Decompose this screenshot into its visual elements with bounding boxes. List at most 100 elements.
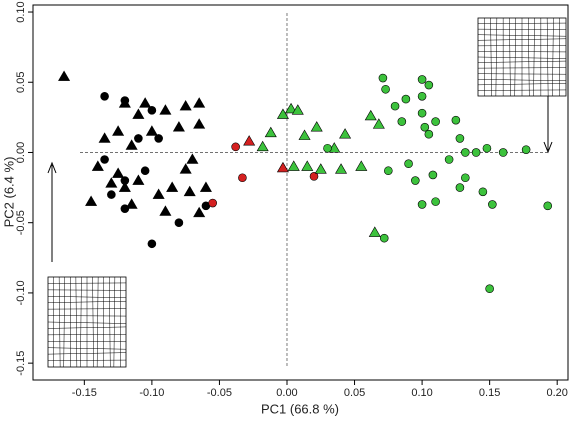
point: [91, 160, 104, 171]
point: [498, 148, 508, 157]
inset-line: [47, 352, 127, 355]
point: [451, 115, 461, 125]
point: [183, 185, 196, 197]
inset-line: [509, 17, 511, 97]
arrow-head: [47, 161, 57, 174]
point: [154, 134, 163, 143]
inset-line: [113, 276, 116, 368]
point: [488, 200, 497, 209]
inset-grid-bottom-left: [47, 276, 127, 368]
point: [193, 118, 206, 129]
point: [417, 108, 427, 118]
inset-line: [47, 334, 127, 336]
point: [276, 161, 289, 173]
point: [379, 233, 389, 243]
point: [132, 108, 145, 119]
point: [309, 172, 319, 181]
point: [276, 108, 289, 119]
point: [372, 118, 385, 129]
inset-line: [546, 17, 549, 97]
point: [139, 97, 152, 108]
y-tick-label: -0.10: [15, 280, 27, 305]
inset-line: [477, 83, 567, 86]
point: [100, 91, 109, 101]
point: [231, 142, 240, 152]
point: [105, 177, 118, 188]
point: [417, 200, 427, 209]
point: [264, 126, 277, 138]
point: [287, 160, 300, 171]
point: [285, 102, 298, 114]
inset-line: [477, 89, 567, 91]
point: [428, 170, 438, 180]
point: [461, 148, 470, 157]
point: [208, 198, 217, 208]
point: [355, 160, 368, 171]
point: [310, 121, 323, 132]
inset-line: [47, 347, 127, 350]
point: [485, 284, 494, 294]
plot-frame: [32, 4, 569, 381]
point: [186, 153, 199, 164]
y-tick-label: 0.10: [15, 1, 27, 22]
inset-line: [477, 73, 567, 75]
point: [85, 195, 98, 206]
inset-line: [514, 17, 516, 97]
point: [323, 143, 332, 153]
point: [455, 183, 465, 192]
inset-line: [47, 326, 127, 329]
x-axis-title: PC1 (66.8 %): [261, 401, 339, 416]
point: [256, 140, 269, 152]
point: [417, 75, 427, 84]
point: [384, 166, 393, 176]
point: [118, 181, 131, 192]
inset-line: [477, 79, 567, 82]
point: [152, 188, 165, 199]
inset-line: [96, 276, 99, 368]
point: [166, 181, 179, 192]
inset-line: [47, 359, 127, 361]
x-tick-label: 0.15: [479, 387, 500, 399]
point: [159, 205, 172, 216]
point: [238, 173, 247, 183]
point: [431, 197, 440, 206]
x-tick-label: 0.20: [546, 387, 567, 399]
inset-line: [63, 276, 65, 368]
point: [193, 97, 206, 108]
point: [444, 155, 454, 164]
x-tick-label: -0.10: [139, 387, 164, 399]
inset-line: [47, 321, 127, 324]
x-tick-label: -0.05: [207, 387, 232, 399]
x-tick-label: 0.00: [276, 387, 297, 399]
inset-line: [533, 17, 535, 97]
point: [420, 122, 430, 132]
arrow-head: [543, 141, 553, 154]
point: [147, 239, 157, 249]
point: [401, 94, 411, 104]
y-axis-title: PC2 (6.4 %): [1, 157, 16, 228]
point: [125, 139, 138, 150]
point: [455, 134, 465, 143]
point: [417, 91, 427, 101]
inset-line: [109, 276, 111, 368]
point: [543, 201, 553, 211]
point: [424, 80, 434, 90]
point: [368, 226, 381, 237]
point: [291, 104, 304, 115]
point: [107, 190, 116, 199]
inset-line: [477, 67, 567, 69]
point: [364, 109, 377, 121]
point: [120, 96, 130, 105]
point: [381, 84, 390, 94]
point: [58, 70, 71, 81]
inset-line: [528, 17, 530, 97]
point: [298, 129, 311, 140]
point: [159, 104, 172, 115]
point: [172, 121, 185, 132]
inset-line: [75, 276, 78, 368]
point: [411, 176, 420, 185]
y-tick-label: 0.05: [15, 72, 27, 93]
point: [145, 125, 158, 136]
point: [478, 187, 488, 197]
point: [243, 135, 256, 146]
